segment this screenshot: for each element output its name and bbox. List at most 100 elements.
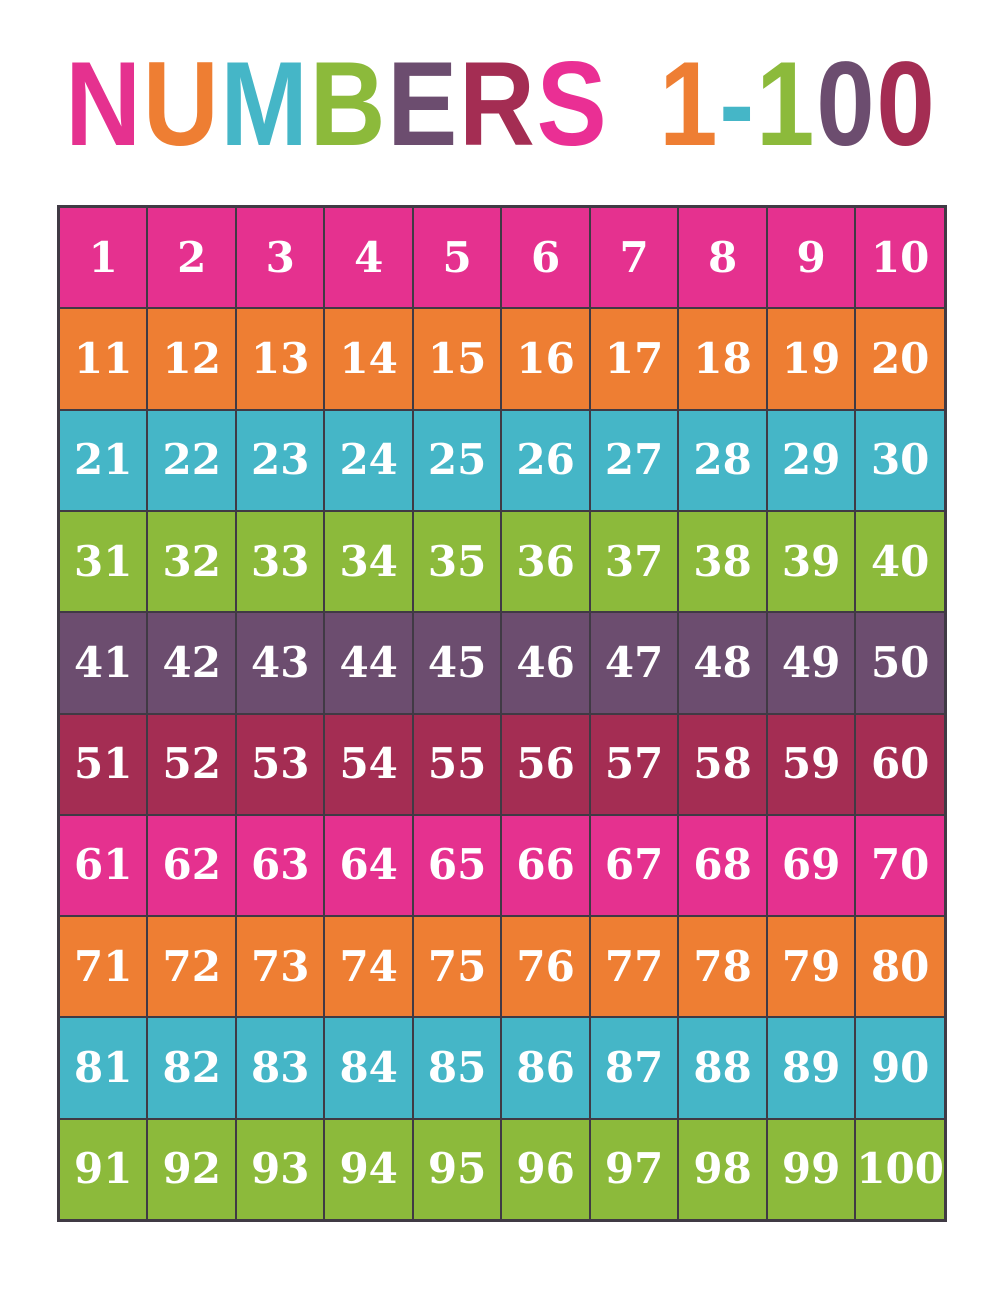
grid-cell-27: 27 bbox=[589, 409, 679, 511]
grid-cell-75: 75 bbox=[412, 916, 502, 1018]
grid-cell-63: 63 bbox=[235, 814, 325, 917]
grid-cell-3: 3 bbox=[235, 207, 325, 309]
grid-cell-11: 11 bbox=[59, 308, 148, 410]
grid-cell-22: 22 bbox=[147, 409, 236, 511]
grid-cell-100: 100 bbox=[855, 1118, 945, 1220]
grid-cell-47: 47 bbox=[589, 612, 679, 714]
grid-cell-93: 93 bbox=[235, 1118, 325, 1220]
grid-cell-40: 40 bbox=[855, 510, 945, 613]
grid-cell-19: 19 bbox=[766, 308, 856, 410]
grid-cell-9: 9 bbox=[766, 207, 856, 309]
grid-cell-2: 2 bbox=[147, 207, 236, 309]
grid-cell-28: 28 bbox=[678, 409, 767, 511]
grid-cell-78: 78 bbox=[678, 916, 767, 1018]
grid-cell-94: 94 bbox=[324, 1118, 413, 1220]
grid-cell-65: 65 bbox=[412, 814, 502, 917]
grid-cell-14: 14 bbox=[324, 308, 413, 410]
grid-cell-15: 15 bbox=[412, 308, 502, 410]
grid-cell-90: 90 bbox=[855, 1017, 945, 1119]
grid-cell-62: 62 bbox=[147, 814, 236, 917]
title-letter: B bbox=[309, 37, 386, 171]
grid-cell-81: 81 bbox=[59, 1017, 148, 1119]
grid-cell-57: 57 bbox=[589, 713, 679, 815]
grid-cell-5: 5 bbox=[412, 207, 502, 309]
grid-cell-46: 46 bbox=[501, 612, 590, 714]
title-letter: N bbox=[65, 37, 142, 171]
title-letter: S bbox=[536, 37, 607, 171]
title-letter: 1 bbox=[659, 37, 718, 171]
grid-cell-26: 26 bbox=[501, 409, 590, 511]
title-letter: R bbox=[459, 37, 535, 171]
grid-cell-39: 39 bbox=[766, 510, 856, 613]
grid-cell-89: 89 bbox=[766, 1017, 856, 1119]
grid-cell-45: 45 bbox=[412, 612, 502, 714]
grid-cell-99: 99 bbox=[766, 1118, 856, 1220]
grid-cell-42: 42 bbox=[147, 612, 236, 714]
grid-cell-64: 64 bbox=[324, 814, 413, 917]
grid-cell-1: 1 bbox=[59, 207, 148, 309]
grid-cell-4: 4 bbox=[324, 207, 413, 309]
grid-cell-84: 84 bbox=[324, 1017, 413, 1119]
grid-cell-31: 31 bbox=[59, 510, 148, 613]
grid-cell-86: 86 bbox=[501, 1017, 590, 1119]
grid-cell-71: 71 bbox=[59, 916, 148, 1018]
grid-cell-96: 96 bbox=[501, 1118, 590, 1220]
grid-cell-50: 50 bbox=[855, 612, 945, 714]
grid-cell-54: 54 bbox=[324, 713, 413, 815]
grid-cell-52: 52 bbox=[147, 713, 236, 815]
grid-cell-17: 17 bbox=[589, 308, 679, 410]
grid-cell-58: 58 bbox=[678, 713, 767, 815]
grid-cell-29: 29 bbox=[766, 409, 856, 511]
grid-cell-85: 85 bbox=[412, 1017, 502, 1119]
grid-cell-6: 6 bbox=[501, 207, 590, 309]
grid-cell-30: 30 bbox=[855, 409, 945, 511]
grid-cell-36: 36 bbox=[501, 510, 590, 613]
title-letter: 0 bbox=[816, 37, 875, 171]
grid-cell-48: 48 bbox=[678, 612, 767, 714]
grid-cell-74: 74 bbox=[324, 916, 413, 1018]
grid-cell-43: 43 bbox=[235, 612, 325, 714]
grid-cell-12: 12 bbox=[147, 308, 236, 410]
grid-cell-59: 59 bbox=[766, 713, 856, 815]
grid-cell-61: 61 bbox=[59, 814, 148, 917]
title-letter: 1 bbox=[756, 37, 815, 171]
grid-cell-92: 92 bbox=[147, 1118, 236, 1220]
grid-cell-32: 32 bbox=[147, 510, 236, 613]
grid-cell-24: 24 bbox=[324, 409, 413, 511]
grid-cell-37: 37 bbox=[589, 510, 679, 613]
grid-cell-72: 72 bbox=[147, 916, 236, 1018]
grid-cell-8: 8 bbox=[678, 207, 767, 309]
grid-cell-87: 87 bbox=[589, 1017, 679, 1119]
grid-cell-13: 13 bbox=[235, 308, 325, 410]
grid-cell-51: 51 bbox=[59, 713, 148, 815]
grid-cell-91: 91 bbox=[59, 1118, 148, 1220]
grid-cell-68: 68 bbox=[678, 814, 767, 917]
grid-cell-25: 25 bbox=[412, 409, 502, 511]
grid-cell-10: 10 bbox=[855, 207, 945, 309]
title-letter: U bbox=[142, 37, 219, 171]
title-letter: - bbox=[719, 37, 755, 171]
grid-cell-21: 21 bbox=[59, 409, 148, 511]
grid-cell-76: 76 bbox=[501, 916, 590, 1018]
grid-cell-35: 35 bbox=[412, 510, 502, 613]
grid-cell-60: 60 bbox=[855, 713, 945, 815]
grid-cell-23: 23 bbox=[235, 409, 325, 511]
grid-cell-73: 73 bbox=[235, 916, 325, 1018]
grid-cell-80: 80 bbox=[855, 916, 945, 1018]
grid-cell-83: 83 bbox=[235, 1017, 325, 1119]
grid-cell-66: 66 bbox=[501, 814, 590, 917]
grid-cell-33: 33 bbox=[235, 510, 325, 613]
grid-cell-38: 38 bbox=[678, 510, 767, 613]
grid-cell-53: 53 bbox=[235, 713, 325, 815]
title-letter: 0 bbox=[876, 37, 935, 171]
grid-cell-49: 49 bbox=[766, 612, 856, 714]
title-letter: M bbox=[220, 37, 308, 171]
title-letter: E bbox=[387, 37, 458, 171]
grid-cell-77: 77 bbox=[589, 916, 679, 1018]
grid-cell-18: 18 bbox=[678, 308, 767, 410]
grid-cell-56: 56 bbox=[501, 713, 590, 815]
grid-cell-69: 69 bbox=[766, 814, 856, 917]
grid-cell-79: 79 bbox=[766, 916, 856, 1018]
